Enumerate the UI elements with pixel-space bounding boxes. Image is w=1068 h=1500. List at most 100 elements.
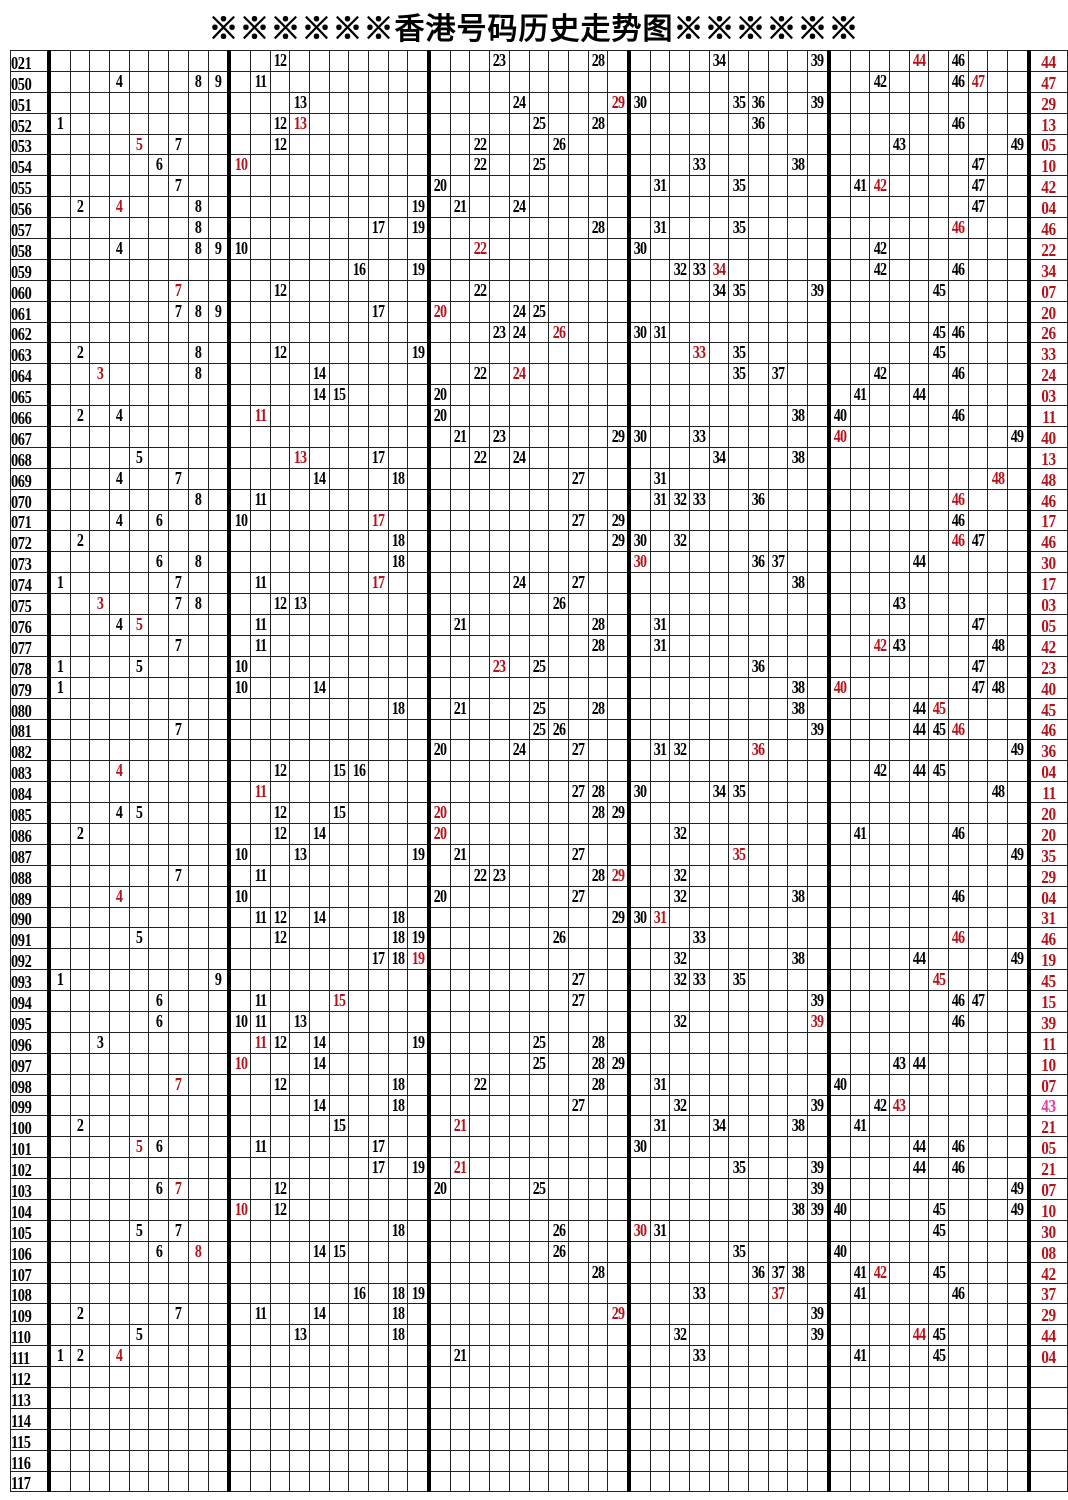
number-cell xyxy=(689,1052,710,1075)
number-cell xyxy=(407,321,432,344)
number-cell xyxy=(787,363,809,386)
table-row: 098 7 12 18 22 28 31 40 07 xyxy=(10,1073,1068,1097)
number-cell xyxy=(767,133,789,156)
drawn-number: 7 xyxy=(175,1178,182,1199)
drawn-number: 44 xyxy=(912,948,926,969)
number-cell xyxy=(387,1157,409,1180)
drawn-number: 11 xyxy=(254,614,267,635)
number-cell xyxy=(649,405,671,428)
number-cell xyxy=(869,697,890,720)
number-cell xyxy=(649,676,671,699)
number-cell xyxy=(207,446,232,469)
drawn-number: 32 xyxy=(673,1324,686,1345)
number-cell xyxy=(967,948,989,971)
number-cell xyxy=(787,781,809,804)
number-cell: 6 xyxy=(148,990,170,1012)
period-label: 104 xyxy=(11,1201,32,1222)
number-cell xyxy=(748,1324,769,1347)
number-cell: 22 xyxy=(469,238,491,260)
number-cell xyxy=(767,1178,789,1200)
number-cell xyxy=(607,1178,631,1200)
number-cell xyxy=(767,1198,789,1221)
number-cell xyxy=(249,739,271,762)
drawn-number: 14 xyxy=(313,1031,326,1052)
number-cell xyxy=(967,133,989,156)
number-cell xyxy=(628,1449,651,1472)
number-cell xyxy=(628,572,651,595)
drawn-number: 35 xyxy=(732,1240,745,1261)
number-cell xyxy=(548,300,569,323)
number-cell xyxy=(528,321,550,344)
period-label: 082 xyxy=(11,742,32,763)
drawn-number: 6 xyxy=(155,509,163,530)
number-cell: 45 xyxy=(928,279,949,302)
number-cell xyxy=(787,300,809,323)
period-label: 078 xyxy=(11,658,32,679)
number-cell xyxy=(368,405,389,428)
number-cell xyxy=(428,1136,451,1159)
number-cell xyxy=(407,384,432,407)
number-cell xyxy=(728,112,750,135)
drawn-number: 18 xyxy=(391,697,405,718)
number-cell xyxy=(387,614,409,636)
number-cell xyxy=(469,70,491,93)
number-cell xyxy=(168,1052,189,1075)
number-cell xyxy=(669,927,690,950)
number-cell xyxy=(528,1470,550,1493)
number-cell xyxy=(348,843,369,866)
number-cell xyxy=(168,760,189,783)
drawn-number: 11 xyxy=(254,405,267,426)
number-cell xyxy=(428,363,451,386)
number-cell xyxy=(928,1136,949,1159)
number-cell: 18 xyxy=(387,948,409,971)
number-cell xyxy=(567,154,589,177)
drawn-number: 42 xyxy=(873,70,886,91)
number-cell xyxy=(128,384,150,407)
number-cell xyxy=(787,990,809,1012)
drawn-number: 34 xyxy=(712,258,726,279)
number-cell xyxy=(828,1052,851,1075)
special-number: 40 xyxy=(1041,678,1056,699)
special-number: 20 xyxy=(1041,803,1056,824)
number-cell xyxy=(89,634,111,657)
number-cell xyxy=(849,885,871,908)
number-cell xyxy=(249,1157,271,1180)
number-cell xyxy=(308,112,330,135)
number-cell: 47 xyxy=(967,990,989,1012)
number-cell xyxy=(128,321,150,344)
number-cell xyxy=(888,614,910,636)
drawn-number: 27 xyxy=(571,885,585,906)
number-cell: 41 xyxy=(849,822,871,845)
number-cell xyxy=(308,739,330,762)
table-row: 109 2 7 11 14 18 29 39 29 xyxy=(10,1303,1068,1325)
number-cell xyxy=(368,739,389,762)
number-cell xyxy=(168,405,189,428)
number-cell xyxy=(148,948,170,971)
period-cell: 106 xyxy=(10,1240,51,1263)
number-cell xyxy=(469,1366,491,1388)
drawn-number: 49 xyxy=(1011,1178,1024,1199)
number-cell xyxy=(387,802,409,824)
number-cell xyxy=(828,551,851,574)
number-cell xyxy=(748,342,769,365)
number-cell xyxy=(207,1387,232,1409)
number-cell xyxy=(767,1010,789,1033)
number-cell xyxy=(508,593,530,616)
number-cell xyxy=(728,1136,750,1159)
number-cell xyxy=(89,718,111,741)
number-cell xyxy=(767,1073,789,1096)
number-cell xyxy=(269,1219,291,1242)
period-label: 098 xyxy=(11,1076,32,1097)
drawn-number: 12 xyxy=(273,802,287,823)
number-cell xyxy=(69,969,91,992)
number-cell: 1 xyxy=(48,655,71,678)
number-cell xyxy=(428,1219,451,1242)
number-cell xyxy=(807,196,831,219)
number-cell xyxy=(69,948,91,971)
number-cell xyxy=(708,864,730,887)
number-cell xyxy=(947,614,969,636)
number-cell xyxy=(689,1261,710,1284)
number-cell xyxy=(249,300,271,323)
number-cell: 17 xyxy=(368,1157,389,1180)
drawn-number: 10 xyxy=(234,509,247,530)
